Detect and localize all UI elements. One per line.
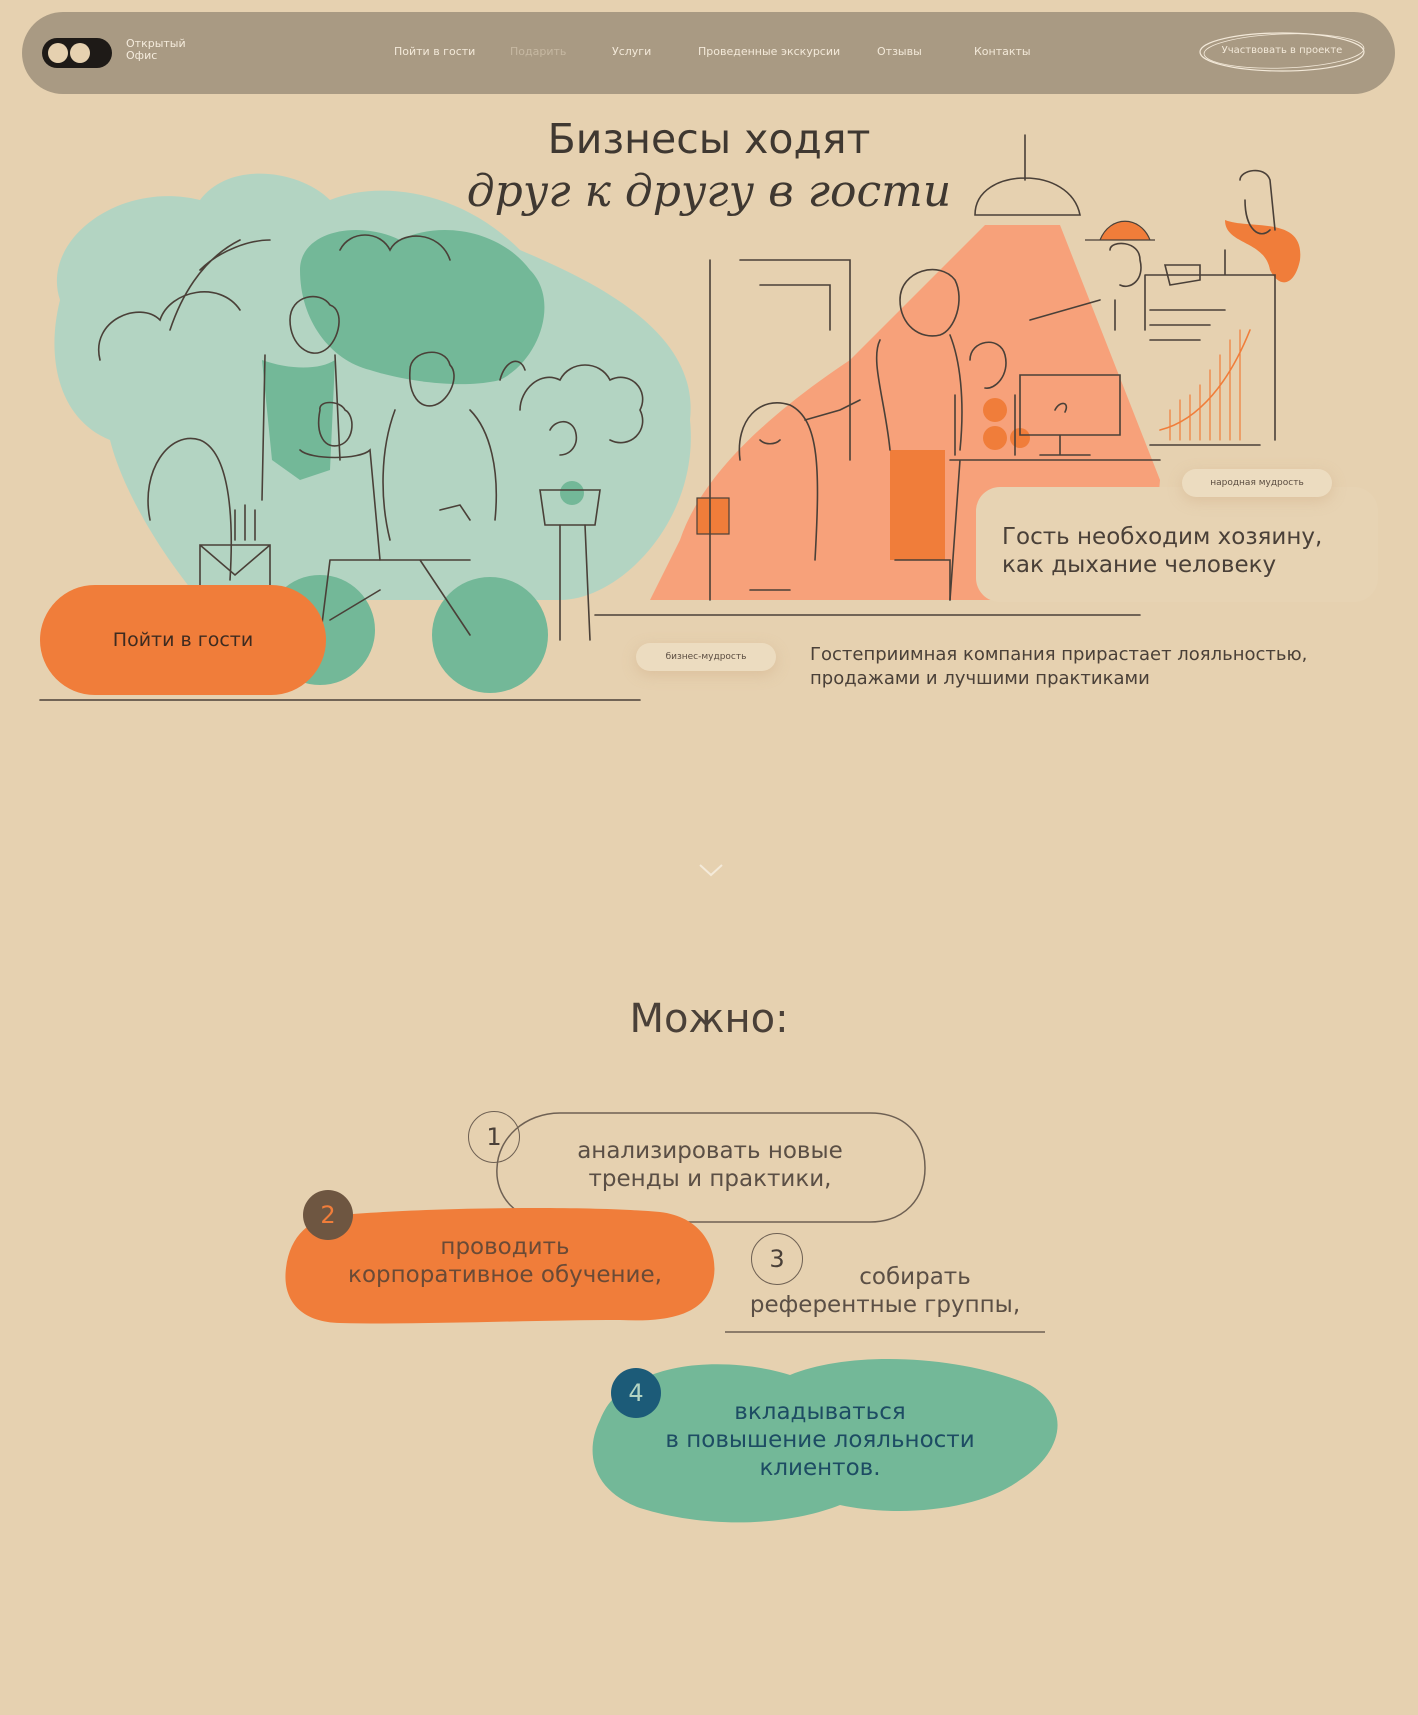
business-quote: Гостеприимная компания прирастает лояльн…	[810, 643, 1307, 691]
orange-hat	[1085, 220, 1155, 241]
top-navigation: Открытый Офис Пойти в гости Подарить Усл…	[22, 12, 1395, 94]
section-heading: Можно:	[629, 996, 789, 1042]
item-1-text: анализировать новые тренды и практики,	[520, 1137, 900, 1193]
options-shapes	[285, 1112, 1058, 1523]
orange-mug	[696, 497, 730, 535]
item-3-text: собирать референтные группы,	[725, 1263, 1045, 1319]
nav-link-tours[interactable]: Проведенные экскурсии	[698, 45, 841, 58]
folk-quote: Гость необходим хозяину, как дыхание чел…	[1002, 523, 1322, 579]
folk-quote-line-1: Гость необходим хозяину,	[1002, 524, 1323, 550]
participate-button[interactable]: Участвовать в проекте	[1221, 45, 1343, 56]
logo-text[interactable]: Открытый Офис	[126, 38, 186, 62]
item-2-blob	[285, 1208, 715, 1324]
chevron-down-icon[interactable]	[698, 862, 724, 878]
item-1-number: 1	[468, 1111, 520, 1163]
nav-link-gift[interactable]: Подарить	[510, 45, 567, 58]
item-3-number: 3	[751, 1233, 803, 1285]
orange-apron	[890, 450, 945, 560]
cta-outline	[1199, 32, 1365, 72]
item-1-line-1: анализировать новые	[577, 1138, 843, 1164]
item-3-line-1: собирать	[859, 1264, 971, 1290]
logo-line-2: Офис	[126, 49, 158, 62]
item-4-blob	[592, 1358, 1058, 1523]
green-tree-blob	[300, 230, 545, 385]
logo-eyes-icon[interactable]	[42, 38, 112, 68]
item-4-text: вкладываться в повышение лояльности клие…	[620, 1398, 1020, 1482]
item-4-line-3: клиентов.	[759, 1455, 881, 1481]
visit-button[interactable]: Пойти в гости	[40, 585, 326, 695]
orange-hair	[1225, 220, 1301, 283]
item-2-number: 2	[303, 1190, 353, 1240]
folk-wisdom-chip: народная мудрость	[1182, 469, 1332, 497]
nav-link-visit[interactable]: Пойти в гости	[394, 45, 476, 58]
item-4-number: 4	[611, 1368, 661, 1418]
item-4-line-1: вкладываться	[734, 1399, 906, 1425]
item-2-line-2: корпоративное обучение,	[348, 1262, 662, 1288]
nav-link-contacts[interactable]: Контакты	[974, 45, 1031, 58]
item-4-line-2: в повышение лояльности	[665, 1427, 975, 1453]
item-2-line-1: проводить	[440, 1234, 570, 1260]
logo-line-1: Открытый	[126, 37, 186, 50]
quote-card	[976, 487, 1378, 602]
green-scarf	[262, 360, 335, 480]
item-3-line-2: референтные группы,	[749, 1292, 1021, 1318]
nav-link-reviews[interactable]: Отзывы	[877, 45, 922, 58]
wheel-right	[432, 577, 548, 693]
business-quote-line-2: продажами и лучшими практиками	[810, 668, 1150, 689]
nav-link-services[interactable]: Услуги	[612, 45, 652, 58]
business-quote-line-1: Гостеприимная компания прирастает лояльн…	[810, 644, 1308, 665]
item-1-line-2: тренды и практики,	[588, 1166, 832, 1192]
folk-quote-line-2: как дыхание человеку	[1002, 552, 1277, 578]
business-wisdom-chip: бизнес-мудрость	[636, 643, 776, 671]
hero-title-line-2: друг к другу в гости	[466, 166, 952, 217]
hero-title-line-1: Бизнесы ходят	[547, 115, 871, 163]
item-2-text: проводить корпоративное обучение,	[300, 1233, 710, 1289]
